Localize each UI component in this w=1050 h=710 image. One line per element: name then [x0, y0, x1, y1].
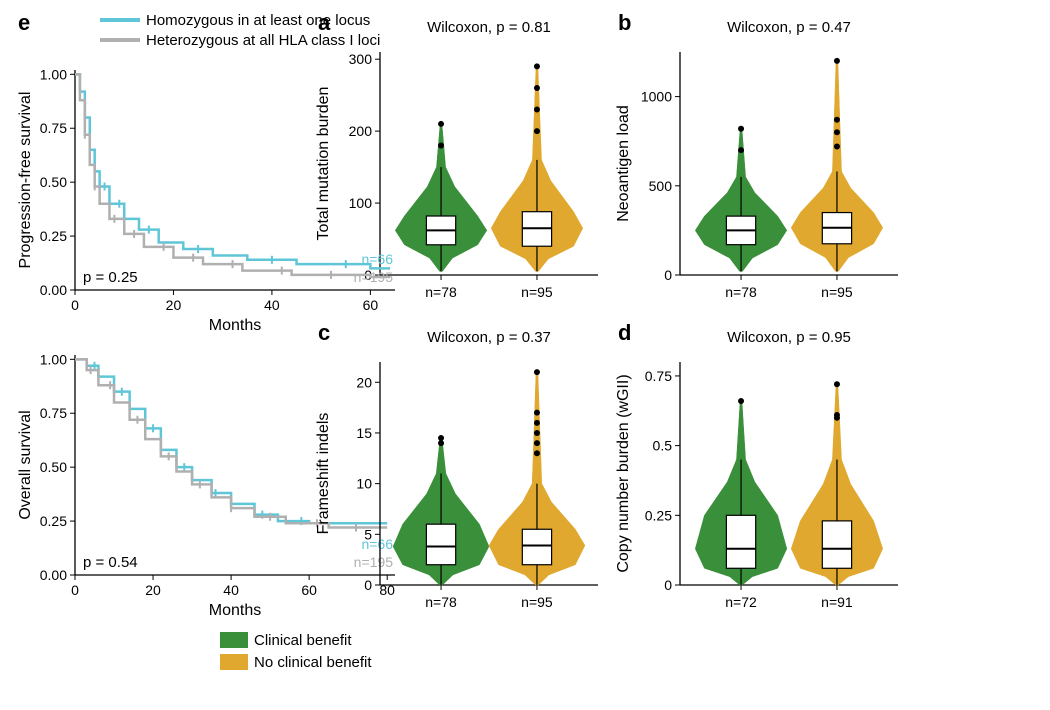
svg-text:p = 0.54: p = 0.54: [83, 554, 138, 571]
svg-text:60: 60: [363, 297, 379, 313]
svg-text:0: 0: [364, 577, 372, 593]
svg-text:20: 20: [145, 582, 161, 598]
svg-text:1000: 1000: [641, 89, 672, 105]
svg-text:Wilcoxon, p = 0.37: Wilcoxon, p = 0.37: [427, 329, 551, 346]
svg-text:0.5: 0.5: [653, 438, 673, 454]
svg-text:Copy number burden (wGII): Copy number burden (wGII): [615, 374, 632, 572]
svg-text:n=195: n=195: [354, 269, 394, 285]
svg-text:n=72: n=72: [725, 594, 757, 610]
svg-text:Months: Months: [209, 317, 261, 334]
svg-text:1.00: 1.00: [40, 351, 67, 367]
svg-text:n=78: n=78: [425, 594, 457, 610]
svg-text:Wilcoxon, p = 0.95: Wilcoxon, p = 0.95: [727, 329, 851, 346]
svg-text:n=78: n=78: [425, 284, 457, 300]
svg-text:40: 40: [264, 297, 280, 313]
figure-grid: aWilcoxon, p = 0.810100200300Total mutat…: [10, 10, 1040, 685]
svg-text:0.75: 0.75: [645, 368, 672, 384]
svg-text:0.75: 0.75: [40, 405, 67, 421]
svg-text:n=66: n=66: [361, 251, 393, 267]
svg-text:Frameshift indels: Frameshift indels: [315, 413, 332, 535]
svg-text:Months: Months: [209, 602, 261, 619]
panel-e-label: e: [18, 10, 30, 36]
svg-text:Homozygous in at least one loc: Homozygous in at least one locus: [146, 12, 370, 29]
svg-text:20: 20: [356, 374, 372, 390]
svg-text:0: 0: [664, 577, 672, 593]
svg-text:Neoantigen load: Neoantigen load: [615, 105, 632, 222]
svg-text:500: 500: [649, 178, 673, 194]
svg-text:0.25: 0.25: [40, 228, 67, 244]
panel-d: d Wilcoxon, p = 0.95 0 0.25 0.5 0.75 Copy numb…: [610, 320, 1010, 630]
svg-text:Clinical benefit: Clinical benefit: [254, 632, 352, 649]
svg-text:5: 5: [364, 526, 372, 542]
svg-text:n=95: n=95: [821, 284, 853, 300]
svg-text:0.00: 0.00: [40, 567, 67, 583]
panel-b: b Wilcoxon, p = 0.47 0 500 1000 Neoantigen lo…: [610, 10, 1010, 320]
bottom-legend: Clinical benefit No clinical benefit: [10, 630, 610, 685]
svg-text:0.50: 0.50: [40, 459, 67, 475]
svg-text:n=91: n=91: [821, 594, 853, 610]
svg-text:10: 10: [356, 476, 372, 492]
svg-text:0: 0: [71, 582, 79, 598]
svg-text:Overall survival: Overall survival: [17, 410, 34, 519]
svg-text:p = 0.25: p = 0.25: [83, 269, 138, 286]
svg-text:Progression-free survival: Progression-free survival: [17, 92, 34, 269]
svg-text:0.25: 0.25: [40, 513, 67, 529]
panel-c: c Wilcoxon, p = 0.37 0 5 10 15 20 Frameshift in…: [310, 320, 610, 630]
svg-text:15: 15: [356, 425, 372, 441]
panel-b-label: b: [618, 10, 631, 36]
svg-text:n=95: n=95: [521, 594, 553, 610]
svg-text:No clinical benefit: No clinical benefit: [254, 654, 372, 671]
svg-text:n=78: n=78: [725, 284, 757, 300]
panel-e: eHomozygous in at least one locusHeteroz…: [10, 10, 310, 630]
svg-text:0.75: 0.75: [40, 120, 67, 136]
svg-text:Wilcoxon, p = 0.47: Wilcoxon, p = 0.47: [727, 19, 851, 36]
svg-text:0: 0: [71, 297, 79, 313]
svg-text:0.00: 0.00: [40, 282, 67, 298]
svg-text:1.00: 1.00: [40, 66, 67, 82]
svg-text:20: 20: [166, 297, 182, 313]
svg-text:n=95: n=95: [521, 284, 553, 300]
svg-text:Heterozygous at all HLA class: Heterozygous at all HLA class I loci: [146, 32, 380, 49]
panel-c-label: c: [318, 320, 330, 346]
svg-text:0: 0: [664, 267, 672, 283]
svg-text:Wilcoxon, p = 0.81: Wilcoxon, p = 0.81: [427, 19, 551, 36]
svg-text:40: 40: [223, 582, 239, 598]
svg-text:0.25: 0.25: [645, 507, 672, 523]
svg-text:0.50: 0.50: [40, 174, 67, 190]
panel-d-label: d: [618, 320, 631, 346]
